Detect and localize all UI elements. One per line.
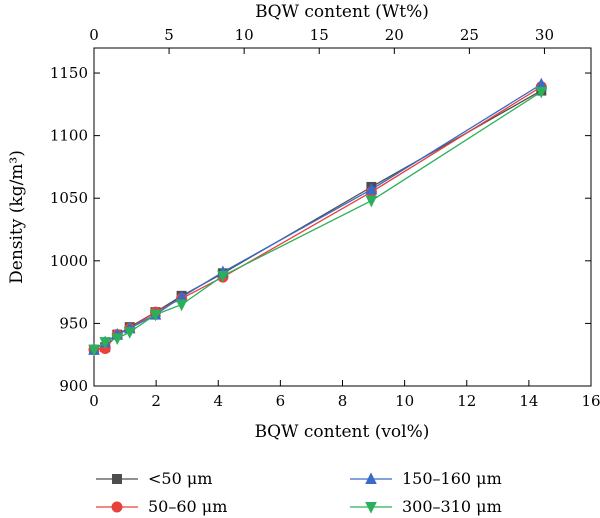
legend-item: <50 μm — [96, 469, 212, 488]
x-tick-label: 8 — [338, 392, 348, 410]
x-tick-label: 2 — [151, 392, 161, 410]
data-point — [365, 195, 378, 208]
top-x-tick-label: 25 — [460, 26, 479, 44]
series-layer — [88, 77, 548, 357]
data-point — [365, 182, 378, 195]
x-tick-label: 10 — [395, 392, 414, 410]
x-tick-label: 4 — [213, 392, 223, 410]
x-tick-label: 16 — [581, 392, 600, 410]
data-point — [535, 86, 548, 99]
legend-label: 300–310 μm — [402, 497, 502, 516]
data-point — [149, 309, 162, 322]
legend-item: 300–310 μm — [350, 497, 502, 516]
y-tick-label: 950 — [59, 314, 88, 332]
plot-frame — [93, 47, 592, 387]
y-tick-label: 1050 — [50, 189, 88, 207]
top-x-tick-label: 20 — [385, 26, 404, 44]
y-tick-label: 1150 — [50, 64, 88, 82]
top-x-tick-label: 5 — [164, 26, 174, 44]
top-x-tick-label: 15 — [310, 26, 329, 44]
legend-label: 50–60 μm — [148, 497, 227, 516]
legend-item: 50–60 μm — [96, 497, 227, 516]
data-point — [99, 337, 111, 349]
x-axis: 0 2 4 6 8 10 12 14 16 — [89, 380, 600, 410]
x-tick-label: 0 — [89, 392, 99, 410]
legend-swatch-marker — [365, 502, 377, 514]
top-x-tick-label: 0 — [89, 26, 99, 44]
data-point — [123, 327, 136, 339]
legend-label: <50 μm — [148, 469, 212, 488]
y-axis-title: Density (kg/m³) — [7, 150, 27, 284]
top-x-tick-label: 30 — [535, 26, 554, 44]
data-point — [217, 270, 229, 283]
top-x-axis: 0 5 10 15 20 25 30 — [89, 26, 554, 54]
x-axis-title: BQW content (vol%) — [255, 422, 430, 442]
y-tick-label: 1000 — [50, 252, 88, 270]
y-tick-label: 1100 — [50, 127, 88, 145]
x-tick-label: 12 — [457, 392, 476, 410]
data-point — [111, 333, 124, 346]
top-x-tick-label: 10 — [235, 26, 254, 44]
legend-swatch-marker — [112, 474, 122, 484]
data-point — [88, 344, 100, 357]
x-tick-label: 6 — [276, 392, 286, 410]
y-tick-label: 900 — [59, 377, 88, 395]
x-tick-label: 14 — [519, 392, 538, 410]
legend: <50 μm 50–60 μm 150–160 μm 300–310 μm — [96, 469, 502, 516]
top-x-axis-title: BQW content (Wt%) — [255, 2, 429, 22]
legend-item: 150–160 μm — [350, 469, 502, 488]
legend-swatch-marker — [111, 501, 123, 513]
data-point — [175, 299, 188, 312]
legend-swatch-marker — [365, 472, 377, 484]
y-axis: 900 950 1000 1050 1100 1150 — [50, 64, 591, 395]
legend-label: 150–160 μm — [402, 469, 502, 488]
series-4 — [88, 86, 548, 357]
